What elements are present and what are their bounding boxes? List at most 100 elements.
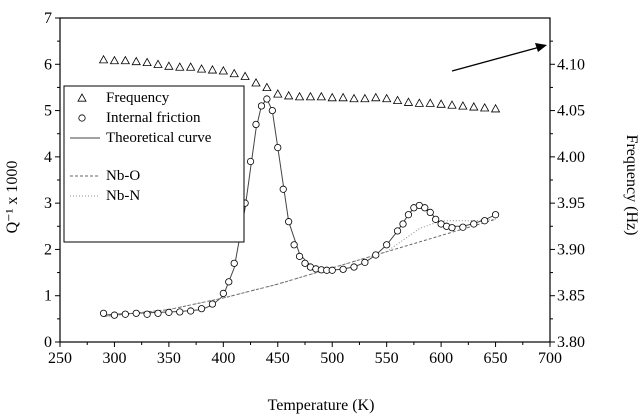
y-tick-label: 1 bbox=[44, 288, 52, 305]
internal-friction-point bbox=[448, 224, 456, 232]
y-tick-label: 5 bbox=[44, 103, 52, 120]
internal-friction-point bbox=[383, 241, 391, 249]
frequency-point bbox=[479, 102, 490, 112]
internal-friction-point bbox=[328, 266, 336, 274]
y-tick-label: 2 bbox=[44, 241, 52, 258]
internal-friction-point bbox=[339, 265, 347, 273]
internal-friction-point bbox=[99, 309, 108, 317]
frequency-point bbox=[164, 61, 174, 70]
internal-friction-point bbox=[274, 144, 282, 152]
frequency-point bbox=[175, 62, 185, 71]
internal-friction-point bbox=[230, 259, 238, 267]
x-tick-label: 600 bbox=[429, 350, 453, 367]
internal-friction-point bbox=[208, 300, 217, 308]
x-tick-label: 650 bbox=[484, 350, 508, 367]
internal-friction-point bbox=[459, 223, 467, 231]
frequency-point bbox=[294, 91, 305, 101]
internal-friction-point bbox=[432, 215, 440, 223]
y2-tick-label: 4.10 bbox=[557, 56, 585, 73]
frequency-point bbox=[316, 91, 327, 101]
legend-marker-triangle bbox=[77, 93, 87, 102]
x-tick-label: 300 bbox=[102, 350, 126, 367]
internal-friction-point bbox=[165, 308, 173, 316]
frequency-point bbox=[185, 62, 196, 71]
internal-friction-point bbox=[263, 95, 271, 103]
series-line-4 bbox=[103, 218, 496, 317]
x-axis-title: Temperature (K) bbox=[268, 397, 375, 414]
y-tick-label: 6 bbox=[44, 56, 52, 73]
internal-friction-point bbox=[219, 289, 227, 297]
x-tick-label: 550 bbox=[375, 350, 399, 367]
legend-label: Nb-O bbox=[106, 168, 140, 184]
internal-friction-point bbox=[404, 211, 413, 219]
y2-axis-title: Frequency (Hz) bbox=[623, 135, 638, 236]
frequency-point bbox=[142, 57, 152, 67]
internal-friction-point bbox=[393, 227, 402, 235]
internal-friction-point bbox=[290, 241, 298, 249]
frequency-point bbox=[153, 59, 163, 68]
y2-tick-label: 4.00 bbox=[557, 149, 585, 166]
internal-friction-point bbox=[110, 311, 119, 319]
frequency-point bbox=[305, 91, 316, 101]
internal-friction-point bbox=[491, 211, 500, 219]
x-tick-label: 400 bbox=[211, 350, 235, 367]
annotation-arrow-line bbox=[451, 46, 541, 72]
internal-friction-point bbox=[426, 208, 434, 216]
y2-tick-label: 3.85 bbox=[557, 288, 585, 305]
frequency-point bbox=[381, 93, 392, 103]
legend-box bbox=[63, 85, 245, 243]
y2-tick-label: 4.05 bbox=[557, 103, 585, 120]
y-tick-label: 7 bbox=[44, 10, 52, 27]
frequency-point bbox=[109, 55, 120, 65]
internal-friction-point bbox=[285, 218, 293, 226]
frequency-point bbox=[229, 68, 239, 78]
y2-tick-label: 3.80 bbox=[557, 334, 585, 351]
legend-label: Theoretical curve bbox=[106, 130, 212, 146]
frequency-point bbox=[392, 95, 403, 104]
frequency-point bbox=[490, 103, 501, 113]
internal-friction-point bbox=[421, 204, 429, 212]
internal-friction-point bbox=[470, 220, 478, 228]
internal-friction-point bbox=[197, 305, 206, 313]
series-line-3 bbox=[103, 218, 496, 317]
legend-marker-circle bbox=[78, 114, 86, 122]
frequency-point bbox=[360, 93, 370, 103]
frequency-point bbox=[436, 99, 446, 108]
x-tick-label: 250 bbox=[48, 350, 72, 367]
frequency-point bbox=[273, 89, 283, 98]
legend-label: Internal friction bbox=[106, 110, 201, 126]
x-tick-label: 700 bbox=[538, 350, 562, 367]
frequency-point bbox=[218, 65, 229, 75]
x-tick-label: 500 bbox=[320, 350, 344, 367]
y2-tick-label: 3.95 bbox=[557, 195, 585, 212]
x-tick-label: 350 bbox=[157, 350, 181, 367]
legend-label: Frequency bbox=[106, 90, 170, 106]
frequency-point bbox=[251, 77, 261, 87]
internal-friction-point bbox=[301, 259, 309, 267]
internal-friction-point bbox=[132, 309, 140, 317]
internal-friction-point bbox=[154, 309, 162, 317]
frequency-point bbox=[240, 71, 250, 80]
internal-friction-point bbox=[246, 157, 255, 166]
frequency-point bbox=[458, 101, 468, 110]
y2-tick-label: 3.90 bbox=[557, 241, 585, 258]
frequency-point bbox=[338, 92, 348, 102]
frequency-point bbox=[403, 97, 414, 106]
internal-friction-point bbox=[361, 258, 369, 266]
internal-friction-point bbox=[481, 217, 489, 225]
plot-area: 250 300 350 400 450 500 550 600 650 700 0 1 2 3 4 5 6 7 3.… bbox=[44, 10, 585, 367]
frequency-point bbox=[447, 100, 457, 109]
frequency-point bbox=[196, 64, 207, 73]
y-tick-label: 0 bbox=[44, 334, 52, 351]
internal-friction-point bbox=[225, 278, 233, 286]
internal-friction-point bbox=[372, 251, 380, 259]
y-tick-label: 3 bbox=[44, 195, 52, 212]
internal-friction-point bbox=[252, 120, 260, 129]
y-axis-title: Q⁻¹ x 1000 bbox=[4, 161, 21, 234]
internal-friction-point bbox=[279, 185, 287, 193]
internal-friction-point bbox=[350, 263, 358, 271]
frequency-point bbox=[262, 82, 272, 92]
internal-friction-point bbox=[295, 252, 304, 260]
frequency-point bbox=[469, 102, 479, 111]
